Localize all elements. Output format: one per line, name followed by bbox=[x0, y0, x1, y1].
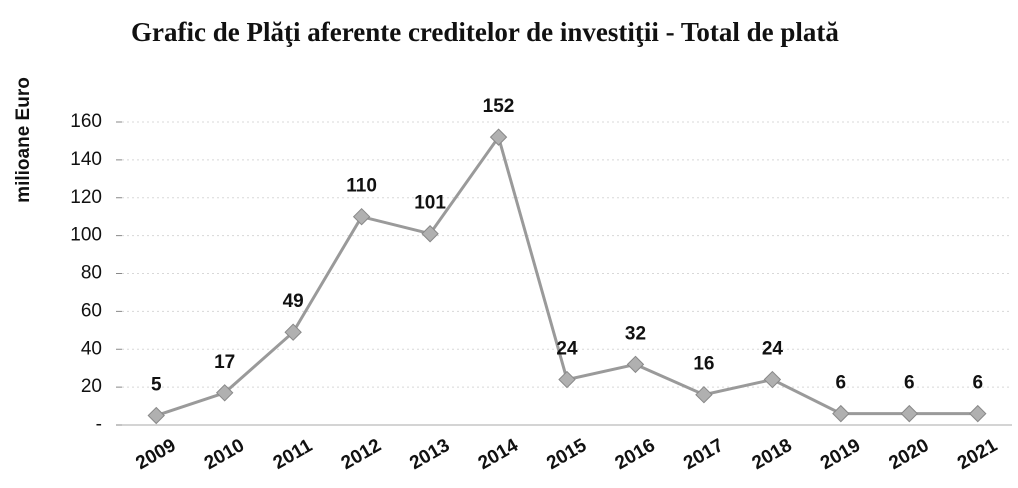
x-tick-label: 2009 bbox=[132, 435, 179, 474]
marker bbox=[695, 385, 713, 404]
y-tick-label: 120 bbox=[70, 187, 102, 208]
x-tick-label: 2012 bbox=[338, 435, 385, 474]
y-tick-label: 80 bbox=[81, 263, 102, 284]
y-axis-label: milioane Euro bbox=[13, 77, 34, 203]
x-tick-label: 2013 bbox=[406, 435, 453, 474]
x-tick-label: 2018 bbox=[749, 435, 796, 474]
x-tick-label: 2015 bbox=[543, 435, 590, 475]
data-label: 6 bbox=[972, 373, 983, 394]
marker bbox=[421, 225, 439, 243]
data-label: 32 bbox=[625, 323, 646, 344]
marker bbox=[558, 370, 576, 389]
marker bbox=[147, 406, 165, 425]
data-label: 24 bbox=[762, 339, 784, 360]
y-tick-label: 160 bbox=[70, 111, 102, 132]
data-label: 6 bbox=[904, 373, 915, 394]
data-label: 17 bbox=[214, 352, 235, 373]
marker bbox=[626, 355, 645, 374]
data-label: 24 bbox=[556, 339, 578, 360]
marker bbox=[900, 404, 919, 423]
x-tick-label: 2021 bbox=[954, 435, 1001, 475]
marker bbox=[969, 404, 987, 423]
data-label: 101 bbox=[414, 193, 446, 214]
x-tick-label: 2017 bbox=[680, 435, 727, 474]
data-label: 5 bbox=[151, 375, 162, 396]
x-tick-label: 2019 bbox=[817, 435, 864, 474]
data-label: 110 bbox=[346, 176, 377, 197]
x-tick-label: 2020 bbox=[886, 435, 933, 474]
y-tick-label: 60 bbox=[81, 300, 102, 321]
x-tick-label: 2010 bbox=[201, 435, 248, 474]
chart-title: Grafic de Plăţi aferente creditelor de i… bbox=[131, 17, 839, 47]
data-label: 49 bbox=[283, 291, 304, 312]
data-label: 152 bbox=[483, 96, 515, 117]
x-tick-label: 2014 bbox=[475, 435, 522, 475]
marker bbox=[832, 404, 850, 423]
x-tick-label: 2016 bbox=[612, 435, 659, 474]
marker bbox=[763, 370, 782, 389]
data-label: 6 bbox=[836, 373, 847, 394]
data-label: 16 bbox=[693, 354, 714, 375]
x-tick-label: 2011 bbox=[270, 435, 317, 474]
y-tick-label: - bbox=[96, 414, 102, 435]
y-tick-label: 100 bbox=[70, 225, 102, 246]
marker bbox=[215, 384, 234, 402]
y-tick-label: 140 bbox=[70, 149, 102, 170]
y-tick-label: 20 bbox=[81, 376, 102, 397]
marker bbox=[352, 207, 371, 226]
marker bbox=[284, 323, 302, 341]
marker bbox=[489, 128, 508, 146]
y-tick-label: 40 bbox=[81, 338, 102, 359]
